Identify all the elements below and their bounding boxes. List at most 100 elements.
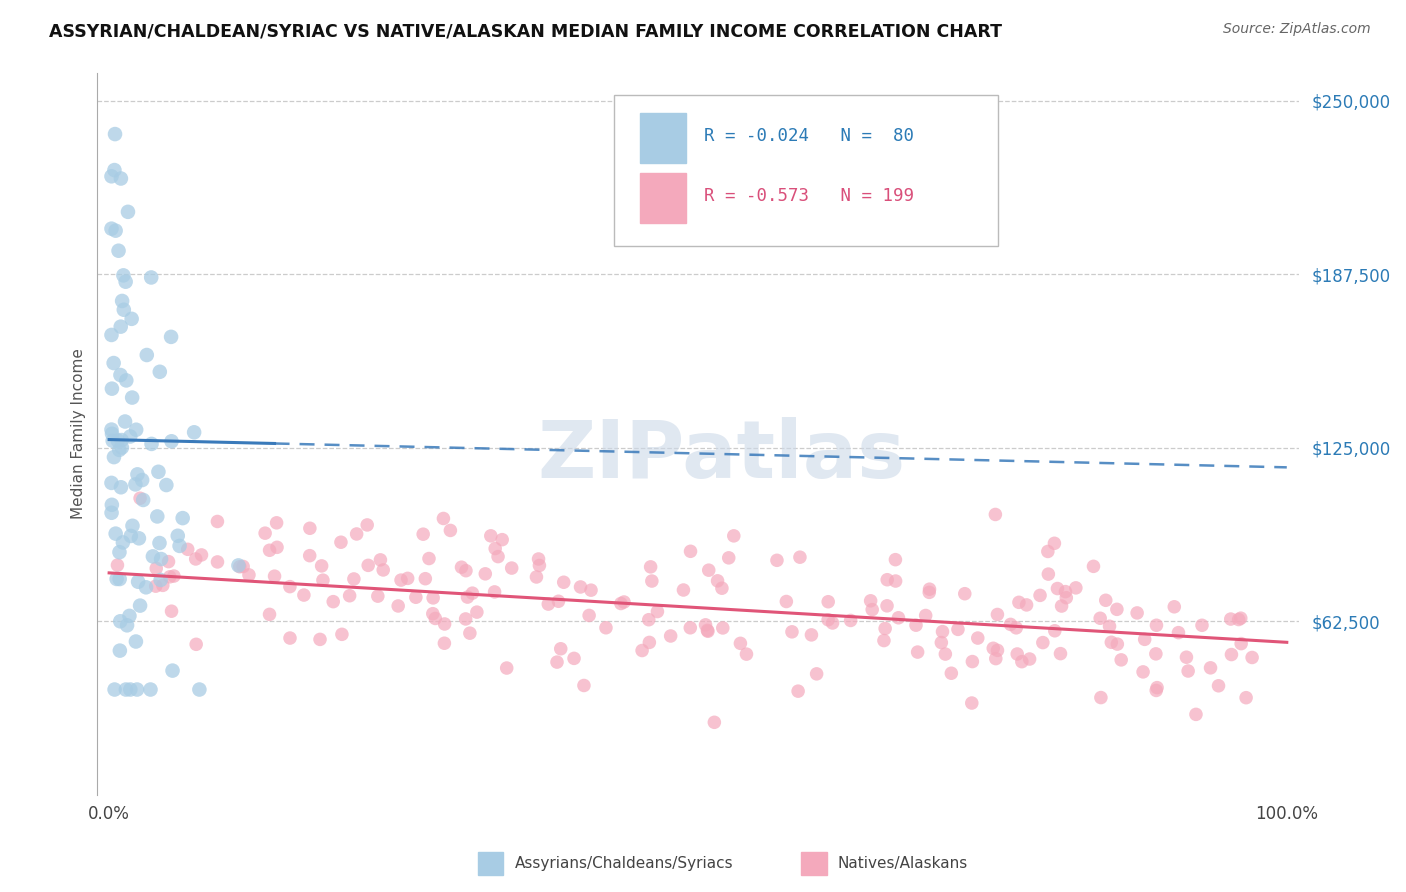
Point	[207, 555, 229, 569]
Point	[278, 580, 301, 594]
Point	[1029, 588, 1052, 602]
Point	[1109, 653, 1132, 667]
Point	[766, 553, 789, 567]
Point	[1049, 647, 1071, 661]
Point	[461, 586, 484, 600]
Point	[107, 434, 129, 448]
Point	[1015, 598, 1038, 612]
Point	[479, 529, 502, 543]
Point	[697, 563, 720, 577]
Point	[546, 655, 568, 669]
Point	[1146, 681, 1168, 695]
Point	[1208, 679, 1230, 693]
Point	[157, 555, 180, 569]
Point	[562, 651, 585, 665]
Bar	[640, 112, 686, 163]
Point	[1054, 584, 1077, 599]
Point	[860, 602, 883, 616]
Point	[111, 535, 134, 549]
Point	[190, 548, 212, 562]
Point	[169, 539, 191, 553]
Point	[1018, 652, 1040, 666]
Point	[100, 221, 122, 235]
Point	[1191, 618, 1213, 632]
Point	[672, 582, 695, 597]
Point	[1146, 618, 1168, 632]
Point	[984, 651, 1007, 665]
Point	[162, 664, 184, 678]
Point	[946, 623, 969, 637]
Point	[454, 612, 477, 626]
Point	[104, 526, 127, 541]
Point	[121, 311, 143, 326]
Point	[1011, 655, 1033, 669]
Point	[1241, 650, 1264, 665]
Point	[640, 560, 662, 574]
Point	[108, 545, 131, 559]
Point	[986, 643, 1008, 657]
Point	[110, 615, 132, 629]
Point	[1219, 612, 1241, 626]
Point	[415, 572, 437, 586]
Point	[389, 573, 412, 587]
Text: ZIPatlas: ZIPatlas	[538, 417, 905, 495]
Point	[1046, 582, 1069, 596]
Point	[101, 426, 124, 441]
Point	[887, 611, 910, 625]
Point	[1144, 647, 1167, 661]
Point	[100, 328, 122, 343]
Point	[1064, 581, 1087, 595]
Point	[422, 607, 444, 621]
Point	[120, 529, 142, 543]
Point	[110, 368, 132, 382]
Point	[166, 529, 188, 543]
Point	[298, 521, 321, 535]
Point	[114, 275, 136, 289]
Point	[266, 516, 288, 530]
Point	[129, 599, 152, 613]
Point	[298, 549, 321, 563]
Point	[346, 527, 368, 541]
Point	[266, 541, 288, 555]
Point	[907, 645, 929, 659]
Point	[115, 373, 138, 387]
Point	[139, 682, 162, 697]
Point	[1094, 593, 1116, 607]
Point	[697, 624, 720, 639]
Point	[550, 641, 572, 656]
Point	[101, 434, 124, 448]
Point	[876, 573, 898, 587]
Point	[484, 541, 506, 556]
FancyBboxPatch shape	[614, 95, 998, 246]
Point	[160, 330, 183, 344]
Point	[465, 605, 488, 619]
Point	[132, 493, 155, 508]
Point	[529, 558, 551, 573]
Point	[229, 559, 252, 574]
Point	[1005, 621, 1028, 635]
Point	[1220, 648, 1243, 662]
Point	[817, 613, 839, 627]
Point	[873, 633, 896, 648]
Point	[118, 608, 141, 623]
Point	[1230, 637, 1253, 651]
Point	[1133, 632, 1156, 647]
Point	[114, 415, 136, 429]
Point	[155, 478, 177, 492]
Point	[108, 572, 131, 586]
Point	[1132, 665, 1154, 679]
Point	[527, 552, 550, 566]
Point	[695, 617, 717, 632]
Point	[918, 582, 941, 597]
Point	[876, 599, 898, 613]
Point	[228, 558, 250, 573]
Point	[329, 535, 352, 549]
Point	[100, 423, 122, 437]
Point	[647, 605, 669, 619]
Point	[141, 437, 163, 451]
Point	[637, 613, 659, 627]
Point	[1098, 619, 1121, 633]
Point	[184, 552, 207, 566]
Point	[259, 607, 281, 622]
Point	[100, 169, 122, 184]
